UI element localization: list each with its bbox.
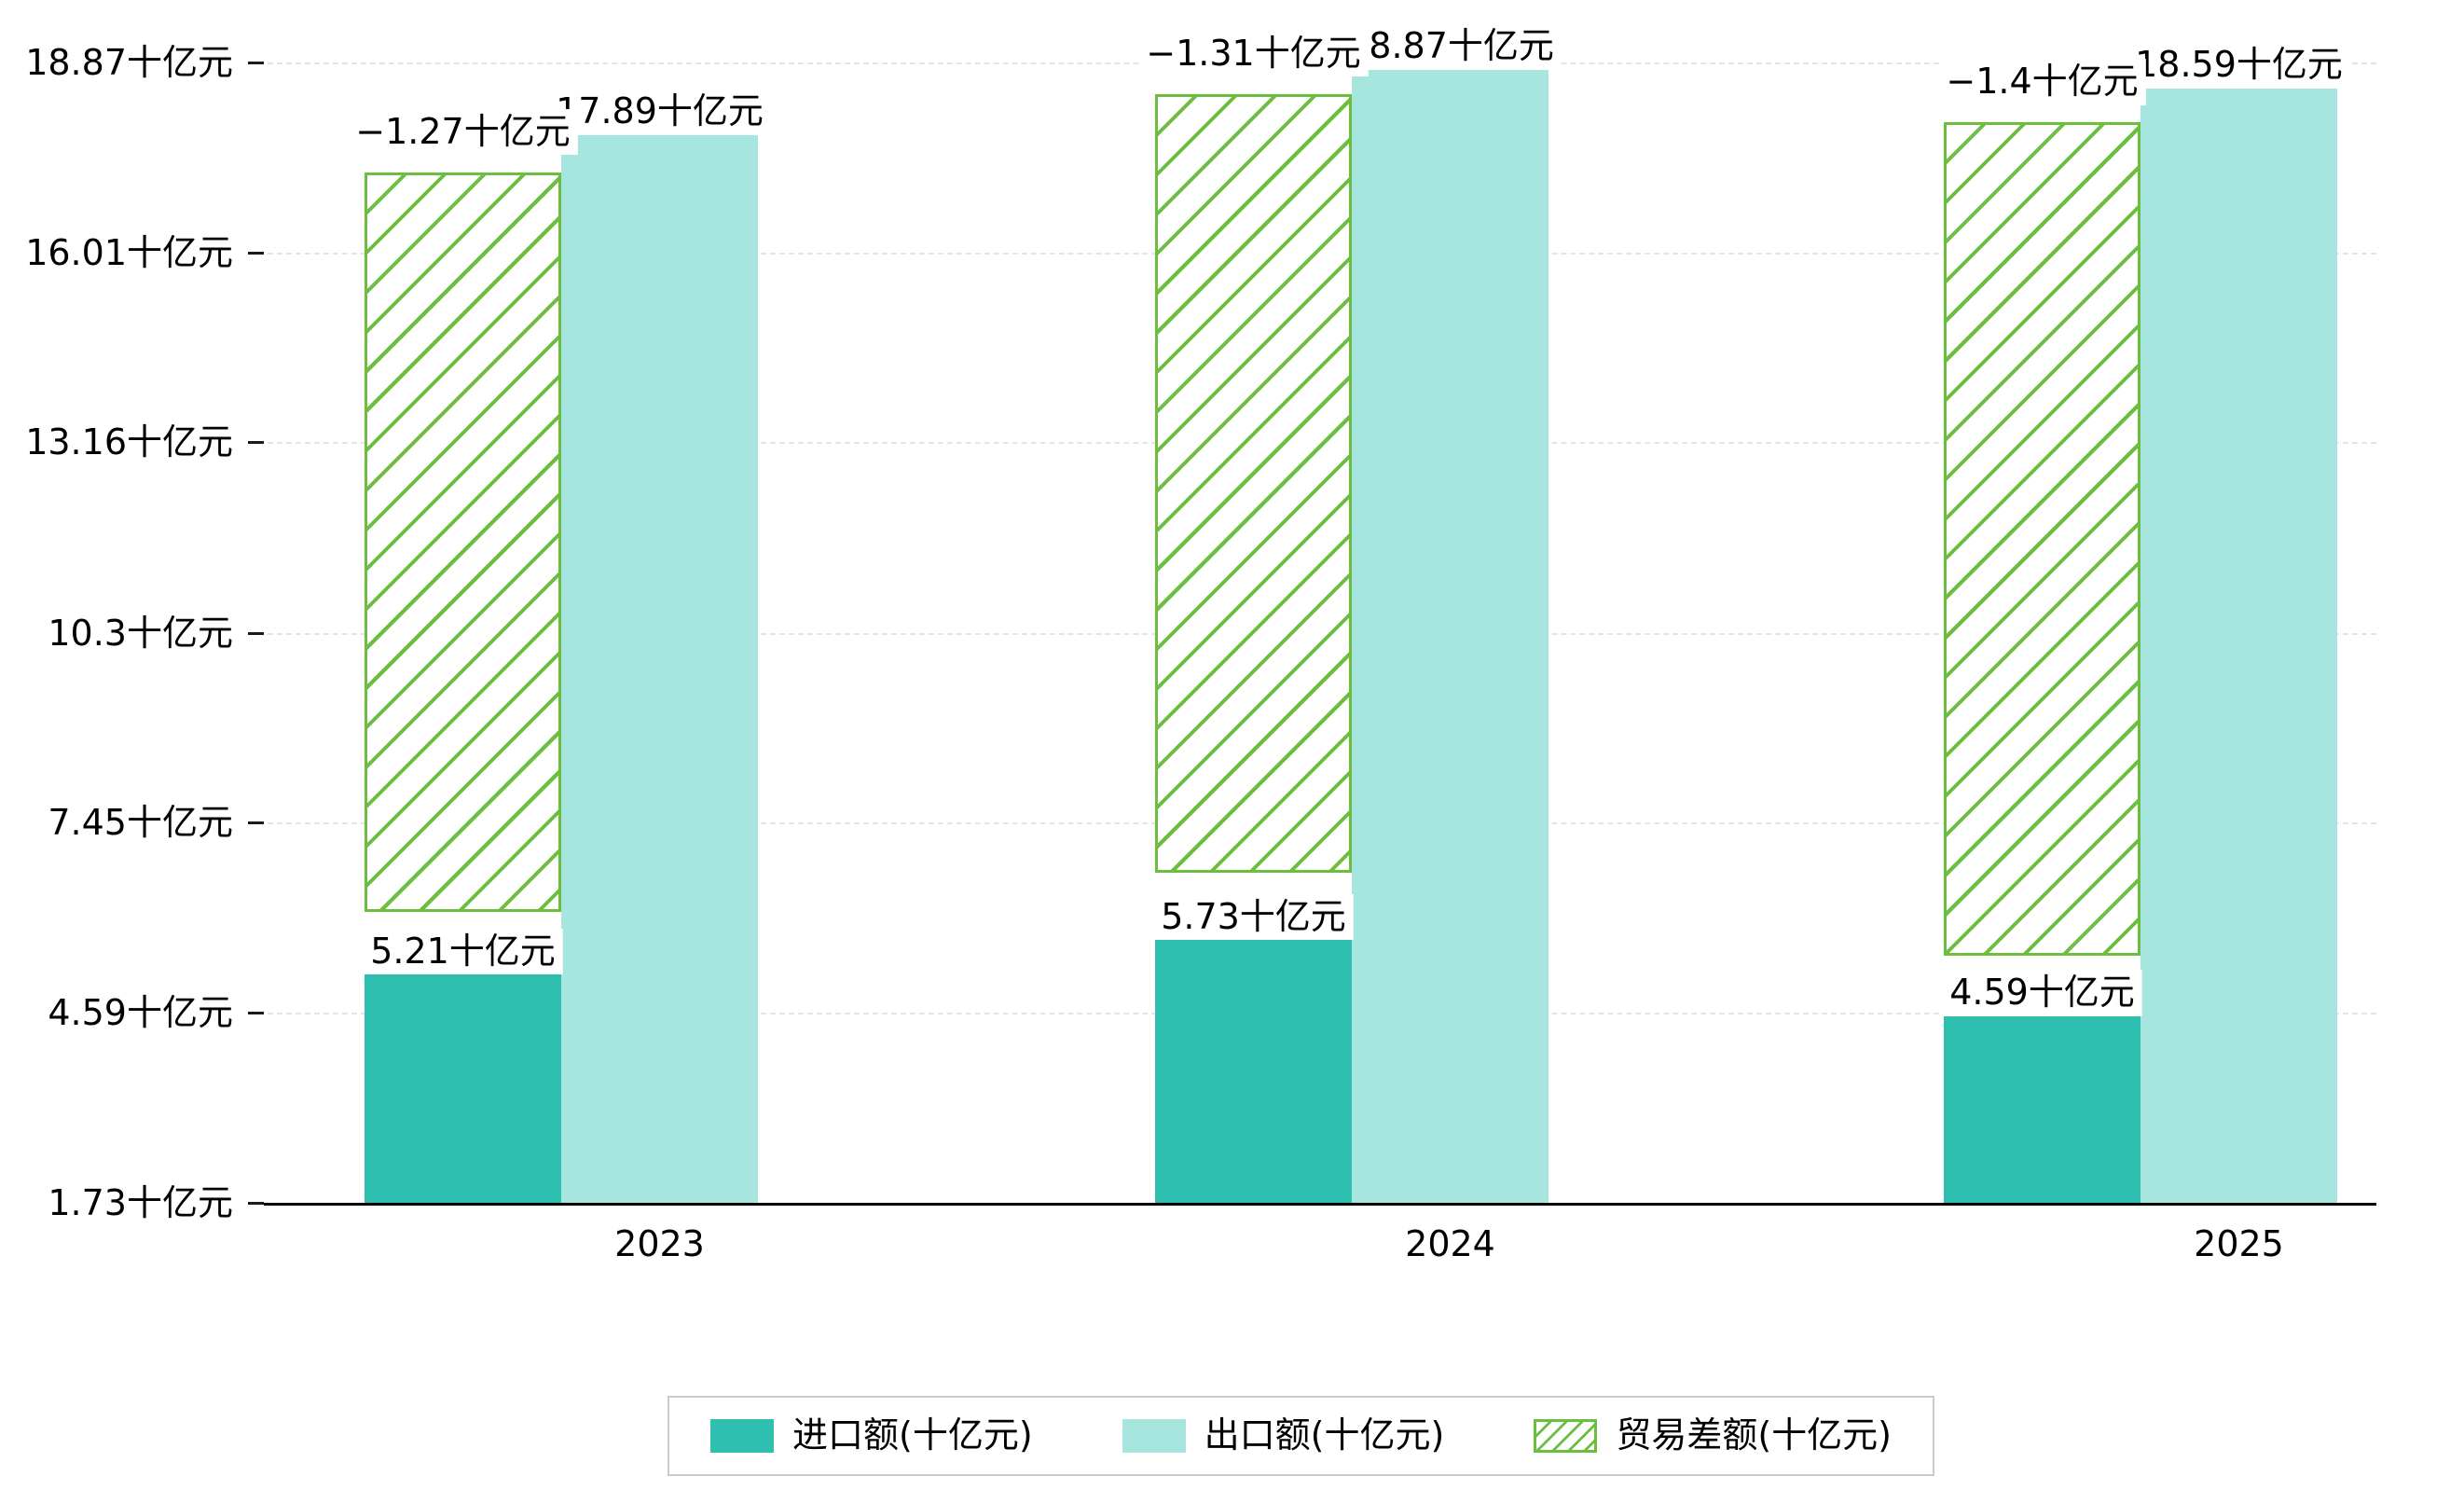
- trade-balance-bar-2023: [365, 172, 561, 913]
- trade-balance-value-label-2024: −1.31十亿元: [1138, 30, 1369, 77]
- trade-balance-value-label-2025: −1.4十亿元: [1938, 59, 2146, 105]
- y-axis-tick-label: 10.3十亿元: [48, 612, 233, 654]
- trade-balance-bar-2024: [1155, 93, 1352, 874]
- y-axis-tick-label: 4.59十亿元: [48, 991, 233, 1033]
- y-axis-tick-mark: [248, 441, 264, 445]
- y-axis-tick-label: 1.73十亿元: [48, 1182, 233, 1223]
- import-value-label-2023: 5.21十亿元: [363, 928, 563, 975]
- y-axis-tick-mark: [248, 821, 264, 824]
- export-bar-2025: [2141, 80, 2337, 1203]
- legend-swatch-export: [1122, 1418, 1186, 1453]
- x-axis-line: [264, 1203, 2376, 1206]
- x-axis-label-2024: 2024: [1405, 1223, 1495, 1264]
- import-value-label-2025: 4.59十亿元: [1942, 969, 2142, 1016]
- export-bar-2023: [561, 127, 758, 1203]
- legend-label-balance: 贸易差额(十亿元): [1616, 1414, 1892, 1456]
- y-axis-tick-mark: [248, 1202, 264, 1205]
- export-value-label-2024: 18.87十亿元: [1339, 23, 1562, 70]
- import-bar-2024: [1155, 936, 1352, 1203]
- y-axis-tick-label: 16.01十亿元: [25, 232, 233, 274]
- y-axis-tick-mark: [248, 631, 264, 635]
- trade-balance-value-label-2023: −1.27十亿元: [348, 108, 578, 156]
- legend: 进口额(十亿元) 出口额(十亿元) 贸易差额(十亿元): [668, 1396, 1934, 1476]
- y-axis-tick-label: 18.87十亿元: [25, 42, 233, 83]
- export-value-label-2025: 18.59十亿元: [2127, 41, 2350, 89]
- legend-item-balance: 贸易差额(十亿元): [1534, 1414, 1892, 1457]
- export-bar-2024: [1352, 62, 1549, 1203]
- y-axis-tick-label: 7.45十亿元: [48, 801, 233, 843]
- import-bar-2023: [365, 971, 561, 1203]
- legend-swatch-balance: [1534, 1418, 1598, 1453]
- trade-balance-bar-2025: [1944, 122, 2141, 957]
- import-value-label-2024: 5.73十亿元: [1153, 893, 1354, 941]
- legend-item-import: 进口额(十亿元): [710, 1414, 1033, 1457]
- legend-item-export: 出口额(十亿元): [1122, 1414, 1445, 1457]
- y-axis-tick-label: 13.16十亿元: [25, 421, 233, 463]
- legend-swatch-import: [710, 1418, 774, 1453]
- x-axis-label-2023: 2023: [614, 1223, 705, 1264]
- y-axis-tick-mark: [248, 1011, 264, 1014]
- x-axis-label-2025: 2025: [2194, 1223, 2284, 1264]
- export-value-label-2023: 17.89十亿元: [548, 88, 771, 135]
- y-axis-tick-mark: [248, 252, 264, 255]
- y-axis-tick-mark: [248, 62, 264, 64]
- legend-label-export: 出口额(十亿元): [1204, 1414, 1445, 1456]
- import-bar-2025: [1944, 1012, 2141, 1203]
- legend-label-import: 进口额(十亿元): [792, 1414, 1033, 1456]
